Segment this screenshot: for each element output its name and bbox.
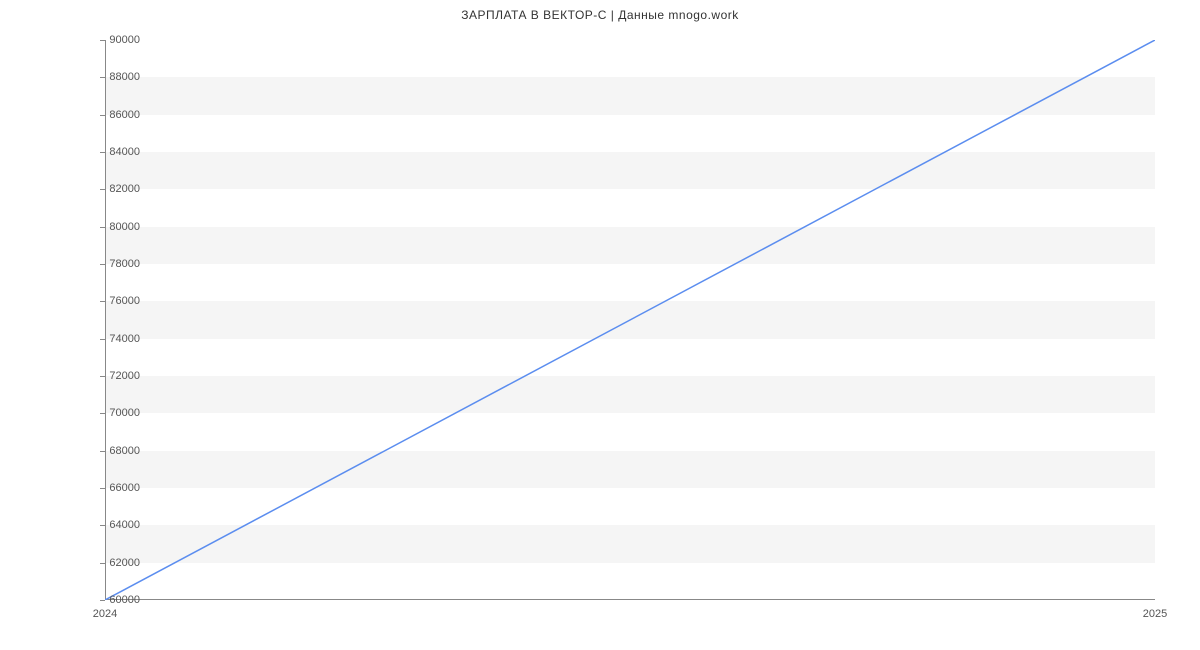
y-axis-label: 72000 [90, 370, 140, 382]
chart-plot-area [105, 40, 1155, 600]
y-axis-label: 70000 [90, 407, 140, 419]
y-axis-label: 60000 [90, 594, 140, 606]
y-axis-label: 66000 [90, 482, 140, 494]
y-axis-label: 88000 [90, 71, 140, 83]
chart-line-series [105, 40, 1155, 600]
y-axis-label: 64000 [90, 519, 140, 531]
x-axis-label: 2024 [93, 608, 117, 620]
y-axis-label: 86000 [90, 109, 140, 121]
y-axis-label: 84000 [90, 146, 140, 158]
y-axis-label: 80000 [90, 221, 140, 233]
y-axis-label: 68000 [90, 445, 140, 457]
y-axis-label: 82000 [90, 183, 140, 195]
y-axis-label: 74000 [90, 333, 140, 345]
y-axis-label: 78000 [90, 258, 140, 270]
x-axis-label: 2025 [1143, 608, 1167, 620]
y-axis-label: 76000 [90, 295, 140, 307]
y-axis-label: 62000 [90, 557, 140, 569]
chart-title: ЗАРПЛАТА В ВЕКТОР-С | Данные mnogo.work [0, 8, 1200, 22]
y-axis-label: 90000 [90, 34, 140, 46]
